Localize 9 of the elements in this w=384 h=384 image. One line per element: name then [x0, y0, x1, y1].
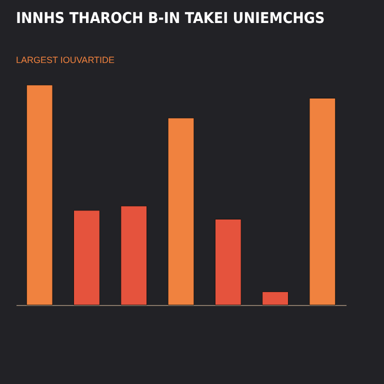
- bar: [168, 118, 194, 306]
- chart-title: INNHS THAROCH B-IN TAKEI UNIEMCHGS: [16, 8, 325, 27]
- chart-subtitle: LARGEST IOUVARTIDE: [16, 54, 115, 65]
- bar: [309, 98, 336, 306]
- bar: [74, 210, 100, 306]
- bar: [262, 292, 288, 306]
- bar: [214, 218, 242, 306]
- bar: [26, 84, 53, 306]
- bar: [120, 206, 148, 306]
